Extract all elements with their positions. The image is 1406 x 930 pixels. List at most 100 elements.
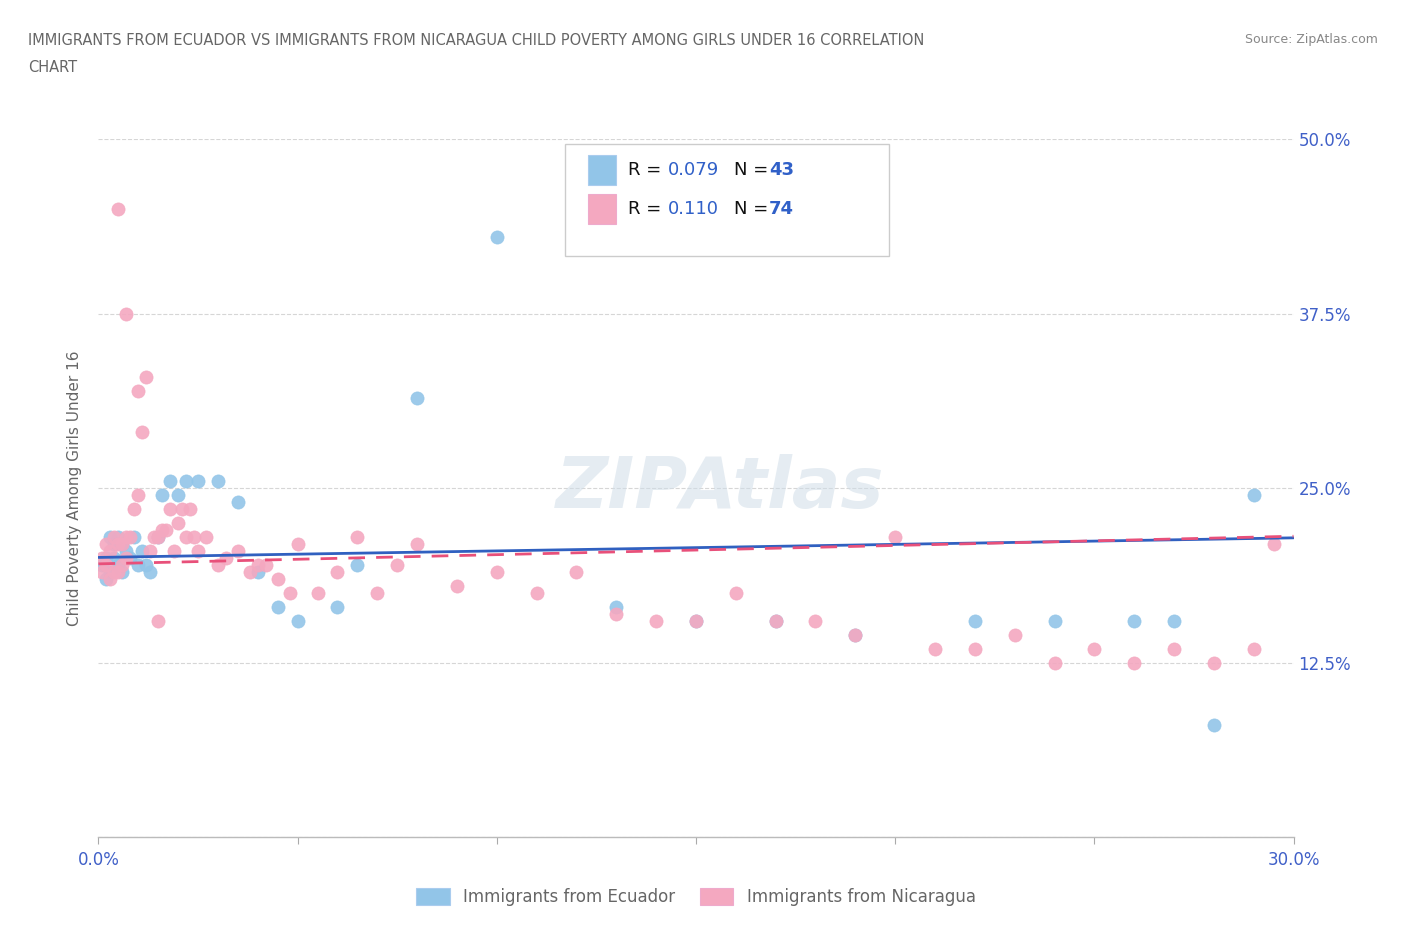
Point [127,488,149,503]
Text: ZIPAtlas: ZIPAtlas [555,454,884,523]
Point [287,614,309,629]
Point [1123,614,1146,629]
Point [120,551,142,565]
Y-axis label: Child Poverty Among Girls Under 16: Child Poverty Among Girls Under 16 [67,351,83,626]
Point [605,600,627,615]
Point [159,502,181,517]
Point [172,502,194,517]
Point [115,530,138,545]
Point [804,614,827,629]
Point [91,565,114,579]
Point [278,586,301,601]
Point [167,515,190,530]
Point [267,571,290,587]
Point [150,523,173,538]
Text: 0.110: 0.110 [668,200,718,219]
Point [111,537,134,551]
Point [100,565,122,579]
Point [1004,628,1026,643]
Point [115,307,138,322]
Point [127,383,149,398]
Point [844,628,866,643]
Point [135,369,157,384]
Point [100,543,122,558]
Point [1043,656,1066,671]
Point [765,614,787,629]
Point [287,537,309,551]
Text: R =: R = [628,200,673,219]
Point [195,530,218,545]
Point [765,614,787,629]
Point [148,614,170,629]
Point [115,551,138,565]
Point [139,565,162,579]
Point [685,614,707,629]
Point [115,543,138,558]
Point [155,523,177,538]
Point [111,558,134,573]
Text: Source: ZipAtlas.com: Source: ZipAtlas.com [1244,33,1378,46]
Text: 43: 43 [769,161,794,179]
Point [150,488,173,503]
Point [159,474,181,489]
Point [103,530,125,545]
Point [111,565,134,579]
Text: 74: 74 [769,200,794,219]
Point [267,600,290,615]
Point [111,537,134,551]
Point [1202,718,1225,733]
Point [96,558,118,573]
Point [226,543,249,558]
Point [100,571,122,587]
Point [131,425,153,440]
Point [307,586,329,601]
Point [1163,642,1185,657]
Legend: Immigrants from Ecuador, Immigrants from Nicaragua: Immigrants from Ecuador, Immigrants from… [409,881,983,912]
Point [163,543,186,558]
Point [526,586,548,601]
Point [485,230,508,245]
Point [346,530,368,545]
Point [215,551,238,565]
Point [645,614,668,629]
Point [1083,642,1105,657]
Point [96,571,118,587]
Point [127,558,149,573]
Text: R =: R = [628,161,668,179]
Point [254,558,277,573]
Point [884,530,907,545]
Text: N =: N = [734,200,773,219]
Point [326,600,349,615]
Point [179,502,201,517]
Point [107,202,129,217]
Point [91,558,114,573]
Point [207,558,229,573]
Text: N =: N = [734,161,773,179]
Point [207,474,229,489]
Point [1243,488,1265,503]
Point [124,502,146,517]
Point [1243,642,1265,657]
Point [107,565,129,579]
Point [1123,656,1146,671]
Point [844,628,866,643]
Point [326,565,349,579]
Point [96,551,118,565]
Point [135,558,157,573]
Point [143,530,166,545]
Point [1263,537,1285,551]
Point [96,537,118,551]
Point [366,586,388,601]
Point [174,474,197,489]
Point [1163,614,1185,629]
Point [406,391,429,405]
Text: IMMIGRANTS FROM ECUADOR VS IMMIGRANTS FROM NICARAGUA CHILD POVERTY AMONG GIRLS U: IMMIGRANTS FROM ECUADOR VS IMMIGRANTS FR… [28,33,925,47]
Point [406,537,429,551]
Point [167,488,190,503]
Point [139,543,162,558]
Text: 0.079: 0.079 [668,161,718,179]
Point [246,558,269,573]
Point [1043,614,1066,629]
Point [963,614,986,629]
Point [148,530,170,545]
